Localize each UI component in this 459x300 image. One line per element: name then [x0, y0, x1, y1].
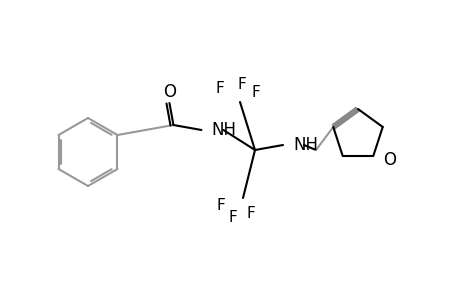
Text: F: F: [246, 206, 255, 221]
Text: NH: NH: [211, 121, 236, 139]
Text: F: F: [251, 85, 260, 100]
Text: F: F: [216, 199, 225, 214]
Text: F: F: [237, 76, 246, 92]
Text: NH: NH: [292, 136, 317, 154]
Text: F: F: [215, 80, 224, 95]
Text: F: F: [228, 211, 237, 226]
Text: O: O: [162, 83, 175, 101]
Text: O: O: [382, 151, 395, 169]
